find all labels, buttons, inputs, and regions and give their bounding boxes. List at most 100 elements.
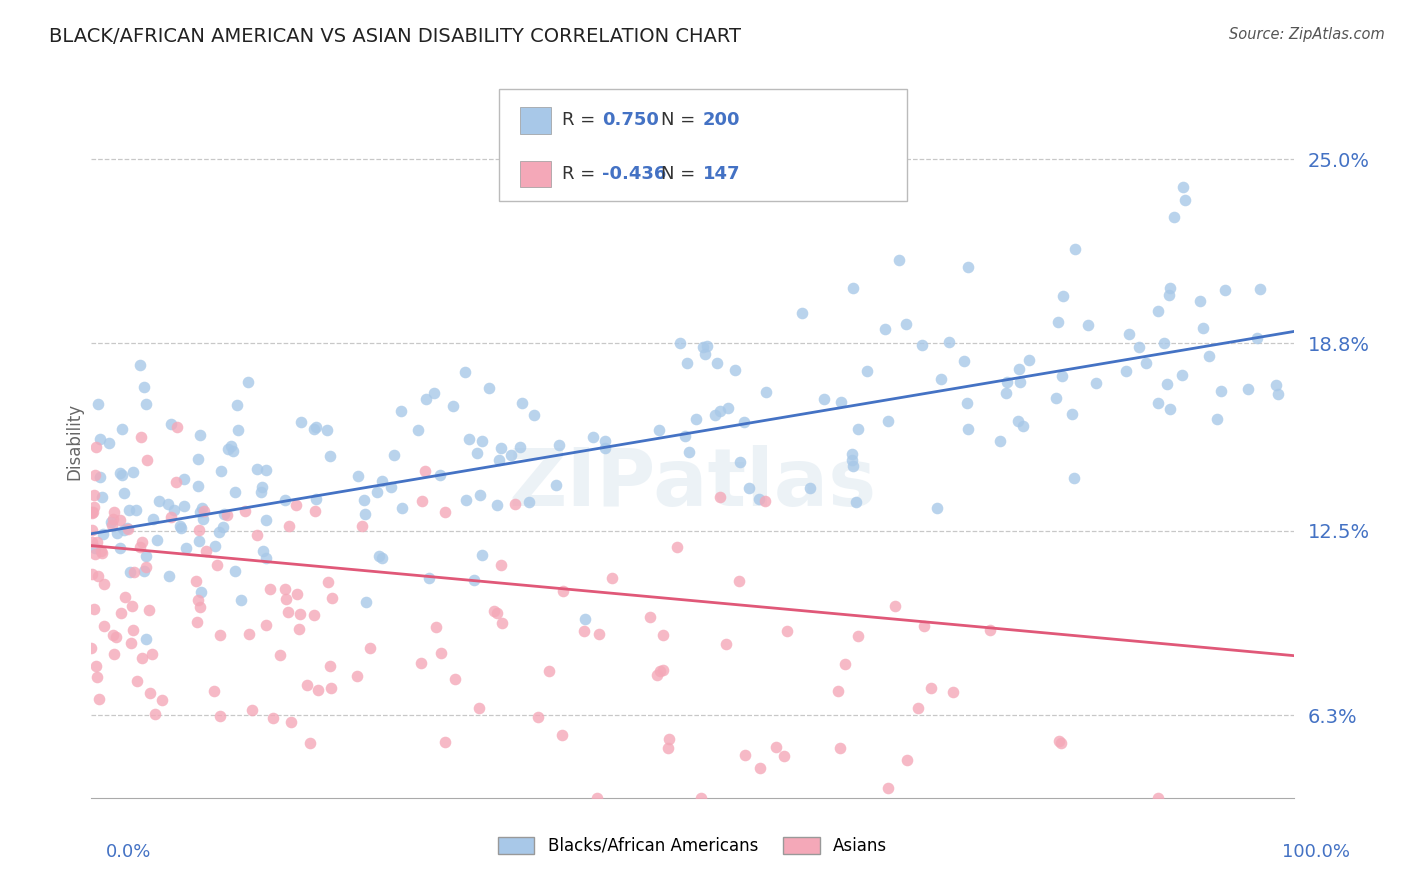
Point (89, 432, 111, 446)
Point (942, 685, 965, 699)
Point (425, 620, 447, 634)
Text: N =: N = (661, 165, 700, 183)
Point (1171, 368, 1194, 383)
Point (884, 599, 907, 613)
Point (834, 657, 856, 671)
Point (876, 414, 898, 428)
Point (678, 445, 700, 459)
Point (142, 511, 165, 525)
Point (143, 707, 166, 722)
Point (80, 505, 103, 519)
Point (212, 507, 235, 521)
Point (238, 627, 260, 641)
Point (717, 401, 740, 415)
Point (187, 593, 209, 607)
Point (830, 741, 852, 756)
Point (652, 663, 675, 677)
Point (673, 429, 696, 443)
Point (1267, 387, 1289, 401)
Point (103, 505, 125, 519)
Point (1047, 733, 1070, 747)
Text: 147: 147 (703, 165, 741, 183)
Point (86, 670, 108, 684)
Point (1060, 407, 1083, 421)
Point (894, 317, 917, 331)
Point (454, 366, 477, 380)
Point (132, 565, 155, 579)
Point (135, 559, 157, 574)
Point (316, 423, 339, 437)
Point (443, 672, 465, 686)
Point (295, 678, 318, 692)
Point (103, 628, 125, 642)
Point (103, 647, 125, 661)
Point (83, 488, 105, 502)
Point (82, 505, 104, 519)
Point (108, 541, 131, 555)
Point (287, 587, 309, 601)
Point (125, 503, 148, 517)
Text: 0.0%: 0.0% (105, 843, 150, 861)
Point (912, 619, 935, 633)
Point (830, 395, 852, 409)
Text: -0.436: -0.436 (602, 165, 666, 183)
Point (321, 591, 343, 606)
Point (89, 470, 111, 484)
Point (353, 493, 375, 508)
Point (135, 452, 157, 467)
Point (89, 691, 111, 706)
Point (749, 761, 772, 775)
Point (553, 584, 575, 599)
Point (595, 441, 617, 455)
Point (120, 636, 142, 650)
Point (121, 623, 143, 637)
Point (209, 628, 232, 642)
Point (169, 518, 191, 533)
Point (988, 434, 1011, 448)
Point (482, 603, 505, 617)
Point (125, 674, 148, 689)
Point (1128, 340, 1150, 354)
Point (359, 641, 381, 656)
Point (776, 624, 799, 639)
Point (1115, 364, 1137, 378)
Point (994, 386, 1017, 401)
Point (188, 427, 211, 442)
Point (546, 478, 568, 492)
Legend: Blacks/African Americans, Asians: Blacks/African Americans, Asians (491, 830, 894, 862)
Point (638, 610, 661, 624)
Point (111, 468, 134, 483)
Point (1146, 304, 1168, 318)
Point (129, 358, 152, 372)
Point (953, 354, 976, 368)
Text: 100.0%: 100.0% (1282, 843, 1350, 861)
Point (509, 440, 531, 454)
Point (193, 512, 215, 526)
Point (84, 541, 107, 555)
Text: R =: R = (562, 165, 602, 183)
Point (274, 582, 297, 596)
Point (105, 630, 128, 644)
Point (415, 392, 437, 406)
Point (366, 485, 388, 500)
Point (139, 686, 162, 700)
Point (207, 558, 229, 573)
Point (157, 569, 180, 583)
Point (465, 446, 488, 460)
Point (90, 544, 112, 558)
Point (117, 521, 139, 535)
Point (135, 549, 157, 563)
Text: BLACK/AFRICAN AMERICAN VS ASIAN DISABILITY CORRELATION CHART: BLACK/AFRICAN AMERICAN VS ASIAN DISABILI… (49, 27, 741, 45)
Point (547, 438, 569, 452)
Point (827, 684, 849, 698)
Point (148, 494, 170, 508)
Point (100, 517, 122, 532)
Point (842, 281, 865, 295)
Point (174, 541, 197, 555)
Point (302, 607, 325, 622)
Point (277, 606, 299, 620)
Point (489, 558, 512, 572)
Point (128, 540, 150, 554)
Point (1077, 318, 1099, 333)
Point (307, 682, 329, 697)
